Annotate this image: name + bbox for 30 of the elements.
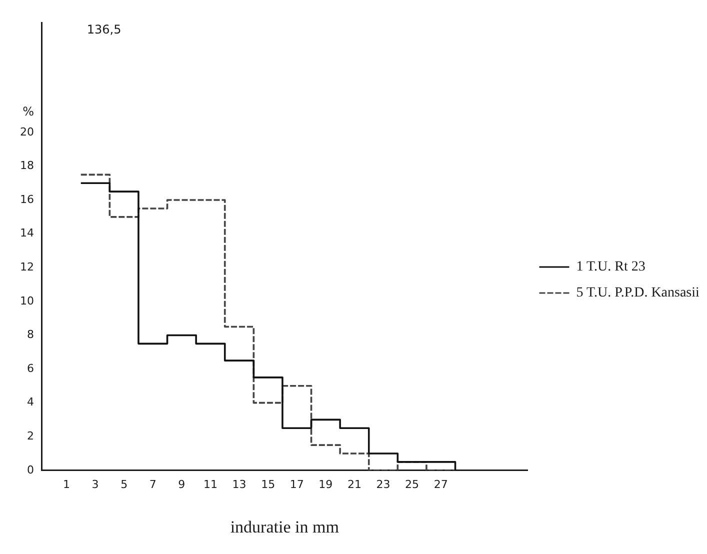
- y-tick-label: 20: [20, 125, 34, 138]
- legend-label: 5 T.U. P.P.D. Kansasii: [576, 286, 700, 301]
- annotation: 136,5: [86, 22, 122, 37]
- x-tick-label: 1: [62, 478, 70, 491]
- y-tick-label: 2: [26, 429, 34, 442]
- x-tick-label: 9: [178, 478, 186, 491]
- y-tick-label: 18: [20, 159, 34, 172]
- y-tick-label: 10: [20, 294, 34, 308]
- x-tick-label: 25: [405, 478, 420, 491]
- x-tick-label: 19: [318, 478, 333, 491]
- y-tick-label: 8: [26, 328, 34, 342]
- x-tick-label: 27: [434, 478, 448, 491]
- x-tick-label: 17: [290, 478, 304, 491]
- x-tick-label: 21: [347, 478, 362, 491]
- y-tick-label: 16: [20, 192, 34, 206]
- y-tick-label: 14: [20, 226, 34, 240]
- legend-label: 1 T.U. Rt 23: [576, 260, 646, 275]
- x-tick-label: 7: [149, 478, 156, 491]
- y-tick-label: 12: [20, 260, 34, 274]
- y-tick-label: 4: [26, 396, 34, 409]
- y-axis-title: %: [22, 104, 34, 119]
- x-tick-label: 13: [232, 478, 246, 491]
- x-tick-label: 11: [203, 478, 218, 491]
- y-tick-label: 6: [26, 362, 34, 375]
- x-tick-label: 15: [261, 478, 276, 491]
- x-tick-label: 5: [120, 478, 128, 491]
- x-tick-label: 23: [376, 478, 390, 491]
- x-tick-label: 3: [92, 478, 99, 491]
- x-axis-title: induratie in mm: [230, 517, 339, 536]
- y-tick-label: 0: [26, 463, 34, 476]
